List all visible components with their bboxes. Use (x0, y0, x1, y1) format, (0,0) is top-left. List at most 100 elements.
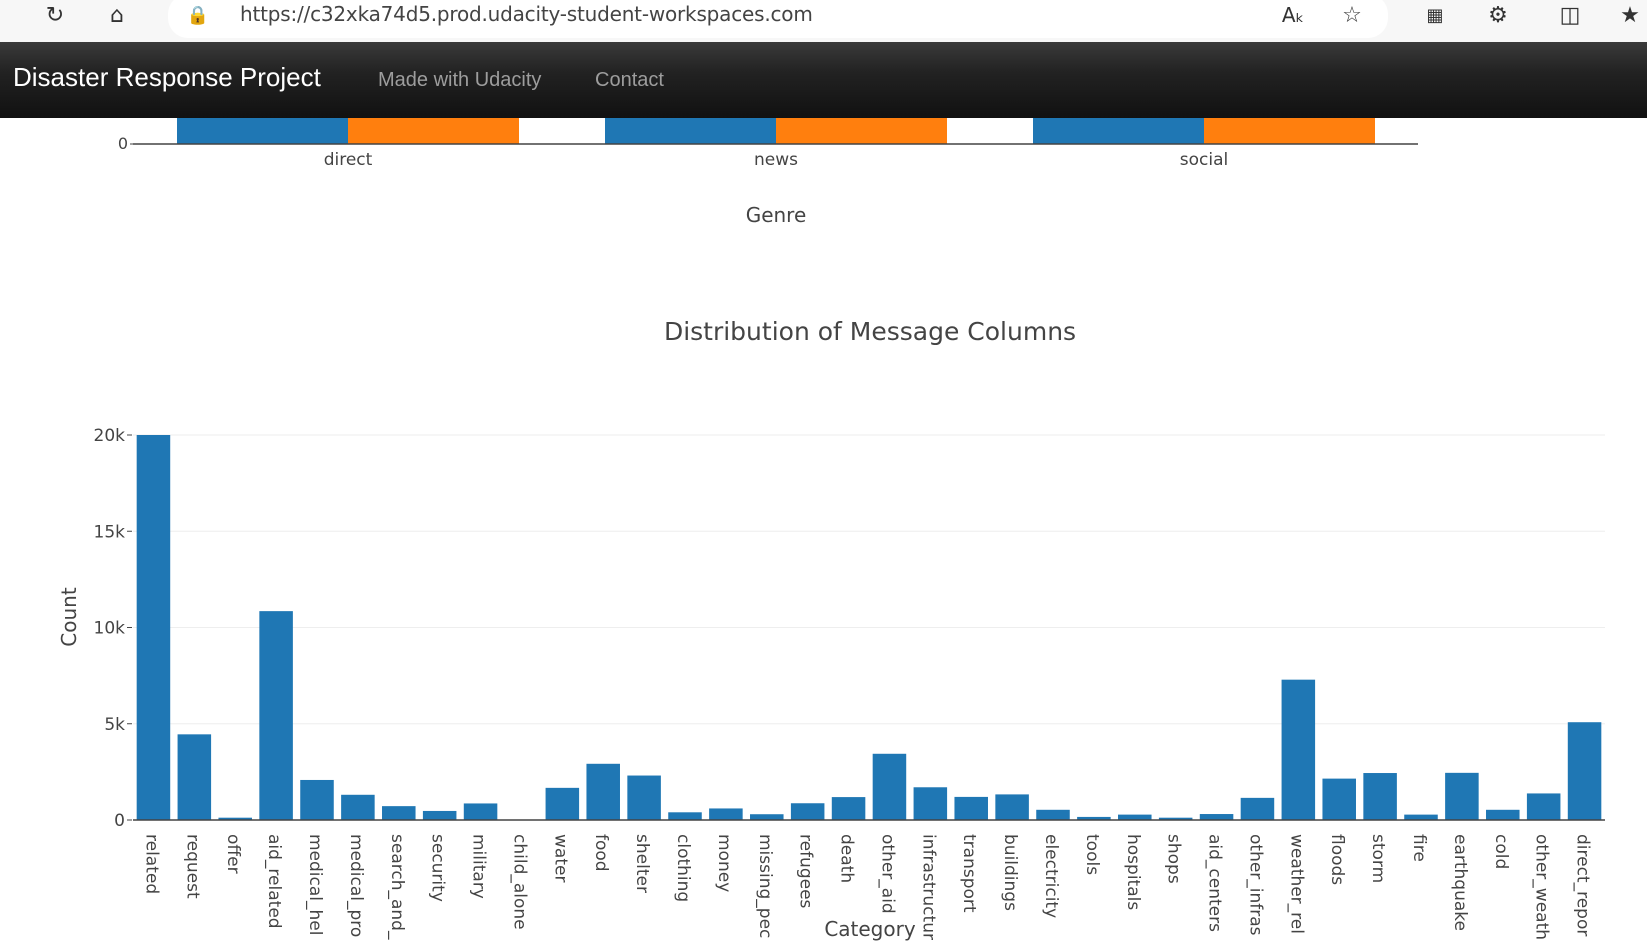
x-axis-label: Category (824, 917, 916, 941)
xtick-label-buildings: buildings (1000, 834, 1020, 911)
bar-security (422, 810, 457, 820)
xtick-label-other_weather: other_weath (1532, 834, 1552, 940)
xtick-label-money: money (714, 834, 734, 892)
bar-refugees (790, 803, 825, 820)
genre-bar-direct-series-1 (177, 118, 348, 144)
bar-other_infrastructure (1240, 797, 1275, 820)
genre-chart: 0 direct news social Genre (118, 118, 1418, 227)
bar-transport (954, 796, 988, 820)
xtick-label-shelter: shelter (632, 834, 652, 893)
bar-direct_report (1567, 722, 1602, 820)
extensions-icon[interactable]: ⚙ (1488, 2, 1508, 28)
ytick-label: 20k (94, 426, 126, 446)
brand-title[interactable]: Disaster Response Project (13, 62, 321, 92)
xtick-label-aid_centers: aid_centers (1205, 834, 1225, 932)
home-icon[interactable]: ⌂ (110, 2, 124, 28)
bar-earthquake (1445, 772, 1479, 820)
xtick-label-cold: cold (1491, 834, 1511, 869)
xtick-label-hospitals: hospitals (1123, 834, 1143, 910)
xtick-label-tools: tools (1082, 834, 1102, 875)
bar-offer (218, 817, 252, 820)
address-bar[interactable] (168, 0, 1388, 38)
bar-aid_related (259, 611, 293, 820)
xtick-label-storm: storm (1368, 834, 1388, 883)
bar-medical_help (300, 779, 334, 820)
genre-xlabel: Genre (746, 203, 807, 227)
xtick-label-offer: offer (223, 834, 243, 874)
xtick-label-aid_related: aid_related (264, 834, 284, 929)
bar-medical_products (341, 794, 375, 820)
xtick-label-infrastructure_related: infrastructur (918, 834, 938, 940)
xtick-label-military: military (469, 834, 489, 899)
genre-bar-news-series-1 (605, 118, 776, 144)
bar-clothing (668, 812, 702, 820)
xtick-label-medical_help: medical_hel (305, 834, 325, 935)
nav-link-made-with-udacity[interactable]: Made with Udacity (378, 69, 542, 91)
xtick-label-search_and_rescue: search_and_ (387, 834, 407, 940)
genre-tick-direct: direct (324, 150, 373, 170)
qr-code-icon[interactable]: ▦ (1426, 4, 1444, 26)
bar-weather_related (1281, 679, 1316, 820)
url-text[interactable]: https://c32xka74d5.prod.udacity-student-… (240, 2, 813, 26)
bar-floods (1322, 778, 1356, 820)
browser-toolbar: ↻ ⌂ 🔒 https://c32xka74d5.prod.udacity-st… (0, 0, 1647, 43)
reload-icon[interactable]: ↻ (45, 2, 65, 28)
xtick-label-other_infrastructure: other_infras (1245, 834, 1265, 936)
genre-tick-news: news (754, 150, 798, 170)
nav-link-contact[interactable]: Contact (595, 69, 664, 91)
genre-bar-news-series-2 (776, 118, 947, 144)
bar-shelter (627, 775, 661, 820)
xtick-label-missing_people: missing_pec (755, 834, 775, 938)
xtick-label-related: related (141, 834, 161, 894)
read-aloud-icon[interactable]: Aₖ (1281, 3, 1305, 27)
xtick-label-transport: transport (959, 834, 979, 913)
bar-tools (1077, 816, 1111, 820)
bar-fire (1404, 814, 1438, 820)
bar-water (545, 787, 580, 820)
genre-ytick-label-0: 0 (118, 134, 128, 153)
xtick-label-water: water (550, 834, 570, 882)
genre-tick-social: social (1180, 150, 1228, 170)
bar-death (831, 797, 866, 820)
bar-other_aid (872, 753, 907, 820)
chart-title: Distribution of Message Columns (664, 317, 1076, 346)
lock-icon[interactable]: 🔒 (186, 4, 210, 26)
bar-money (709, 808, 743, 820)
bar-food (586, 763, 620, 820)
xtick-label-medical_products: medical_pro (346, 834, 366, 937)
bar-military (463, 803, 498, 820)
navbar (0, 42, 1647, 118)
bar-aid_centers (1199, 814, 1234, 820)
xtick-label-clothing: clothing (673, 834, 693, 902)
xtick-label-other_aid: other_aid (877, 834, 897, 914)
genre-bar-social-series-2 (1204, 118, 1375, 144)
xtick-label-direct_report: direct_repor (1573, 834, 1593, 936)
ytick-label: 10k (94, 619, 126, 639)
bar-hospitals (1118, 814, 1152, 820)
bar-infrastructure_related (913, 787, 948, 820)
xtick-label-refugees: refugees (796, 834, 816, 909)
bar-buildings (995, 794, 1029, 820)
ytick-label: 0 (114, 811, 125, 831)
bar-related (136, 435, 171, 820)
genre-bar-social-series-1 (1033, 118, 1204, 144)
y-axis-label: Count (57, 587, 81, 647)
ytick-label: 5k (104, 715, 125, 735)
bar-cold (1486, 809, 1520, 820)
xtick-label-electricity: electricity (1041, 834, 1061, 918)
xtick-label-earthquake: earthquake (1450, 834, 1470, 931)
genre-bar-direct-series-2 (348, 118, 519, 144)
category-chart: Distribution of Message Columns 0 5k 10k 15… (57, 317, 1605, 941)
split-screen-icon[interactable]: ◫ (1559, 2, 1581, 28)
xtick-label-fire: fire (1409, 834, 1429, 862)
favorites-icon[interactable]: ★ (1620, 2, 1640, 28)
bar-other_weather (1526, 793, 1561, 820)
bar-search_and_rescue (382, 806, 416, 820)
xtick-label-child_alone: child_alone (509, 834, 529, 930)
ytick-label: 15k (94, 522, 126, 542)
xtick-label-weather_related: weather_rel (1286, 834, 1306, 934)
xtick-label-shops: shops (1164, 834, 1184, 884)
xtick-label-food: food (591, 834, 611, 872)
favorite-star-icon[interactable]: ☆ (1342, 2, 1362, 28)
xtick-label-security: security (428, 834, 448, 902)
